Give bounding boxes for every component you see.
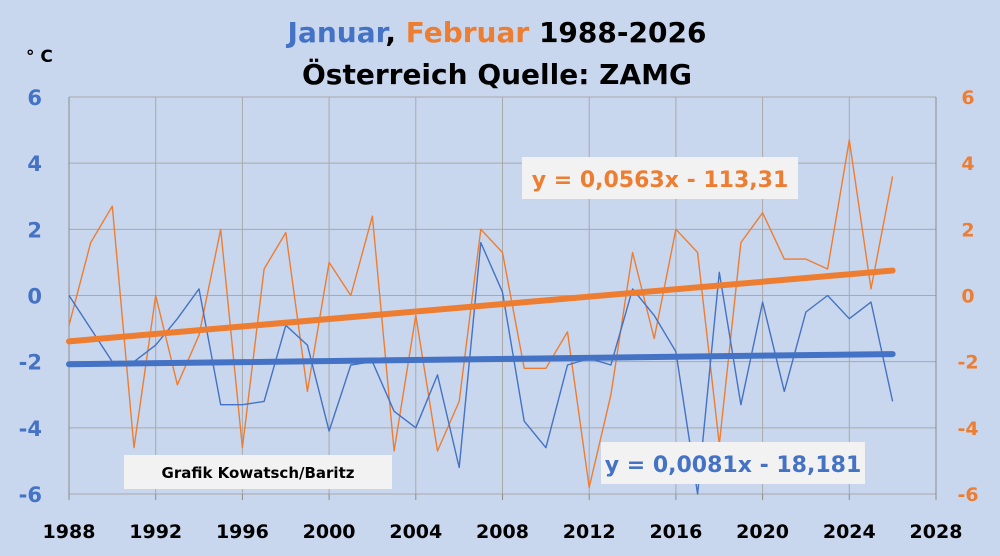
y-tick-label-left: 2 (27, 218, 42, 242)
title-years: 1988-2026 (529, 16, 706, 49)
x-tick-label: 1988 (43, 521, 96, 543)
jan-equation-box (601, 442, 865, 484)
y-tick-label-left: 0 (27, 285, 42, 309)
credit-label: Grafik Kowatsch/Baritz (162, 464, 355, 482)
y-tick-label-right: 0 (961, 286, 974, 308)
x-tick-label: 2028 (910, 521, 963, 543)
feb-series-line (68, 139, 894, 489)
x-tick-label: 2000 (303, 521, 356, 543)
y-tick-label-right: 6 (961, 87, 974, 109)
chart-subtitle: Österreich Quelle: ZAMG (302, 57, 692, 91)
trendlines (66, 267, 896, 368)
y-tick-label-right: 4 (961, 153, 974, 175)
y-tick-label-left: -2 (19, 351, 42, 375)
y-tick-label-right: -2 (957, 352, 978, 374)
y-tick-label-left: 6 (27, 86, 42, 110)
x-tick-label: 1992 (129, 521, 182, 543)
feb-trendline (66, 267, 896, 345)
x-tick-label: 1996 (216, 521, 269, 543)
credit-box (124, 455, 392, 489)
x-tick-label: 2020 (736, 521, 789, 543)
title-separator: , (385, 16, 405, 49)
unit-label: ° C (26, 47, 53, 67)
jan-trendline (66, 351, 896, 368)
x-tick-label: 2024 (823, 521, 876, 543)
x-tick-label: 2016 (649, 521, 702, 543)
y-tick-label-right: -6 (957, 484, 978, 506)
y-tick-label-left: 4 (27, 152, 42, 176)
x-tick-label: 2004 (389, 521, 442, 543)
feb-trend-equation: y = 0,0563x - 113,31 (532, 168, 789, 193)
jan-trend-equation: y = 0,0081x - 18,181 (605, 453, 862, 478)
chart-title: Januar, Februar 1988-2026 (286, 16, 707, 49)
y-tick-label-right: 2 (961, 219, 974, 241)
feb-equation-box (522, 157, 798, 199)
y-tick-label-left: -4 (19, 417, 42, 441)
axes: 1988 1992 1996 2000 2004 2008 2012 2016 2020 2024… (19, 86, 979, 543)
title-januar: Januar (286, 16, 390, 49)
y-tick-label-left: -6 (19, 483, 42, 507)
x-tick-label: 2012 (563, 521, 616, 543)
title-februar: Februar (406, 16, 530, 49)
x-tick-label: 2008 (476, 521, 529, 543)
y-tick-label-right: -4 (957, 418, 978, 440)
